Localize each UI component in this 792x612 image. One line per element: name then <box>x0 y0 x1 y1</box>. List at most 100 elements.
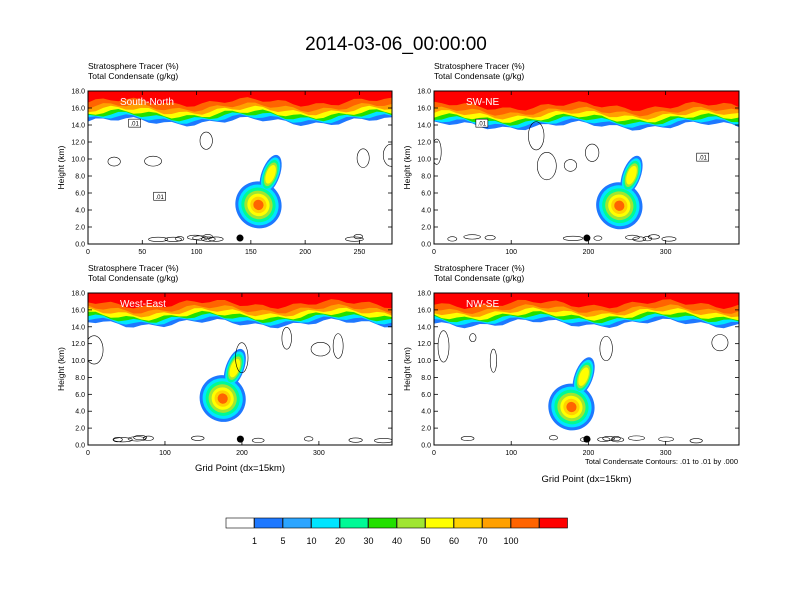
x-tick-label: 100 <box>505 249 517 256</box>
y-tick-label: 8.0 <box>421 174 431 181</box>
x-tick-label: 100 <box>159 450 171 457</box>
condensate-contour <box>345 236 364 242</box>
condensate-contour <box>142 435 154 441</box>
location-marker <box>583 234 591 242</box>
panel-title-line: Total Condensate (g/kg) <box>88 273 178 283</box>
y-axis-label: Height (km) <box>56 347 66 391</box>
contour-label-box <box>128 118 141 128</box>
condensate-contour <box>107 156 121 167</box>
condensate-contour <box>625 234 640 240</box>
x-axis-label: Grid Point (dx=15km) <box>195 463 285 474</box>
y-tick-label: 8.0 <box>75 375 85 382</box>
tracer-band <box>88 293 392 309</box>
x-tick-label: 150 <box>245 249 257 256</box>
condensate-contour <box>382 143 392 167</box>
plume-contour <box>253 199 264 211</box>
condensate-contour <box>164 236 182 242</box>
contour-label-box <box>475 118 489 128</box>
plume-tail <box>626 165 637 185</box>
condensate-contour <box>548 435 558 441</box>
panel-label: SW-NE <box>466 97 499 108</box>
condensate-contour <box>88 335 104 365</box>
panel-title-line: Total Condensate (g/kg) <box>434 273 524 283</box>
y-tick-label: 14.0 <box>417 324 431 331</box>
condensate-contour <box>281 326 292 350</box>
condensate-contour <box>585 143 600 162</box>
y-tick-label: 2.0 <box>75 225 85 232</box>
plot-area <box>434 293 739 445</box>
panel-label: NW-SE <box>466 299 499 310</box>
panel-label: South-North <box>120 97 174 108</box>
condensate-contour <box>447 236 458 242</box>
condensate-contour <box>303 436 314 442</box>
condensate-contour <box>536 152 557 181</box>
x-tick-label: 200 <box>583 450 595 457</box>
plume-contour <box>614 200 625 211</box>
condensate-contour <box>332 333 344 359</box>
condensate-contour <box>208 236 224 242</box>
condensate-contour <box>661 236 677 242</box>
condensate-contour <box>187 234 203 240</box>
plot-frame <box>433 292 740 446</box>
contour-label: .01 <box>478 122 487 128</box>
plot-frame <box>87 90 393 245</box>
y-tick-label: 4.0 <box>421 208 431 215</box>
x-tick-label: 100 <box>505 450 517 457</box>
x-tick-label: 200 <box>236 450 248 457</box>
panel-title-line: Total Condensate (g/kg) <box>434 71 524 81</box>
colorbar-swatch <box>396 517 426 529</box>
contour-label: .01 <box>131 122 140 128</box>
condensate-contour <box>127 436 147 442</box>
condensate-contour <box>463 234 481 240</box>
colorbar-label: 70 <box>477 536 487 546</box>
y-tick-label: 14.0 <box>71 324 85 331</box>
panel-1: Stratosphere Tracer (%)Total Condensate … <box>56 61 393 256</box>
condensate-contour <box>191 435 205 441</box>
plot-area: .01 .01 <box>434 91 739 244</box>
contour-label-box <box>696 152 710 162</box>
condensate-contour <box>642 236 653 242</box>
condensate-contour <box>563 159 577 172</box>
colorbar-label: 40 <box>392 536 402 546</box>
colorbar-swatch <box>282 517 312 529</box>
y-axis-label: Height (km) <box>56 145 66 189</box>
condensate-contour <box>610 437 625 443</box>
condensate-contour <box>484 235 496 241</box>
colorbar-swatch <box>311 517 340 529</box>
y-tick-label: 0.0 <box>75 443 85 450</box>
y-tick-label: 18.0 <box>417 89 431 96</box>
colorbar: 1 5 10 20 30 40 50 60 70 100 <box>225 517 568 546</box>
panel-3: Stratosphere Tracer (%)Total Condensate … <box>56 263 393 474</box>
condensate-contour <box>593 235 603 241</box>
y-tick-label: 12.0 <box>417 140 431 147</box>
contour-label: .01 <box>699 156 708 162</box>
panel-2: Stratosphere Tracer (%)Total Condensate … <box>402 61 740 256</box>
condensate-contour <box>374 438 392 444</box>
condensate-contour <box>310 341 331 357</box>
condensate-contour <box>489 348 497 373</box>
condensate-contour <box>113 437 133 443</box>
colorbar-label: 50 <box>420 536 430 546</box>
figure-title: 2014-03-06_00:00:00 <box>305 34 487 55</box>
y-tick-label: 16.0 <box>417 307 431 314</box>
plume-contour <box>566 401 577 413</box>
condensate-contour <box>460 435 475 441</box>
y-tick-label: 14.0 <box>417 123 431 130</box>
colorbar-swatch <box>539 517 568 529</box>
y-tick-label: 2.0 <box>421 426 431 433</box>
plume-tail <box>578 367 589 386</box>
colorbar-label: 20 <box>335 536 345 546</box>
y-tick-label: 12.0 <box>417 341 431 348</box>
plot-area: .01 .01 <box>88 91 392 244</box>
x-tick-label: 200 <box>583 249 595 256</box>
x-tick-label: 300 <box>313 450 325 457</box>
y-tick-label: 6.0 <box>75 392 85 399</box>
x-tick-label: 0 <box>86 450 90 457</box>
y-tick-label: 6.0 <box>421 191 431 198</box>
condensate-contour <box>200 236 216 242</box>
y-axis-label: Height (km) <box>402 347 412 391</box>
panel-title-line: Total Condensate (g/kg) <box>88 71 178 81</box>
condensate-contour <box>235 342 249 374</box>
condensate-contour <box>148 236 169 242</box>
